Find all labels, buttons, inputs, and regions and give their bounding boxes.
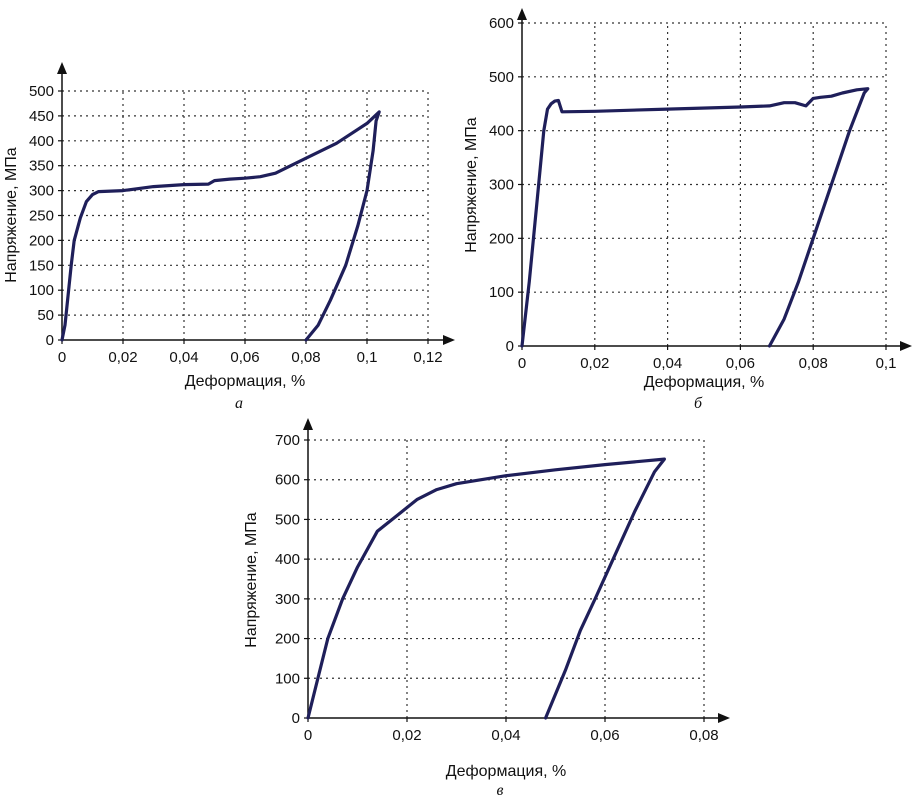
y-tick-label: 100	[29, 282, 54, 299]
y-tick-label: 300	[275, 591, 300, 608]
stress-strain-curve	[60, 110, 381, 342]
y-tick-label: 0	[292, 710, 300, 727]
x-tick-label: 0,1	[876, 355, 897, 372]
y-tick-label: 50	[37, 307, 54, 324]
y-tick-label: 300	[489, 177, 514, 194]
y-tick-label: 100	[489, 284, 514, 301]
x-tick-label: 0,12	[413, 349, 442, 366]
y-tick-label: 500	[489, 69, 514, 86]
y-tick-label: 200	[29, 232, 54, 249]
x-tick-label: 0	[304, 727, 312, 744]
y-tick-label: 0	[506, 338, 514, 355]
y-tick-label: 400	[275, 551, 300, 568]
y-tick-label: 150	[29, 257, 54, 274]
y-tick-label: 300	[29, 183, 54, 200]
x-axis-title: Деформация, %	[185, 373, 305, 390]
x-axis-arrow-icon	[900, 341, 912, 351]
panel-letter: в	[497, 782, 504, 797]
y-tick-label: 500	[275, 511, 300, 528]
panel-letter: а	[235, 395, 243, 412]
y-tick-label: 700	[275, 432, 300, 449]
x-axis-title: Деформация, %	[644, 374, 764, 391]
chart-panel-b: 0 0,02 0,04 0,06 0,08 0,1 0 100 200 300 400 500 600 Д…	[463, 8, 912, 412]
x-tick-label: 0	[58, 349, 66, 366]
x-tick-label: 0,04	[491, 727, 520, 744]
x-tick-label: 0,06	[230, 349, 259, 366]
y-axis-title: Напряжение, МПа	[243, 512, 260, 647]
y-tick-label: 100	[275, 670, 300, 687]
y-tick-label: 600	[489, 15, 514, 32]
stress-strain-curve	[306, 457, 666, 720]
x-tick-label: 0	[518, 355, 526, 372]
x-tick-label: 0,08	[799, 355, 828, 372]
x-tick-label: 0,06	[590, 727, 619, 744]
y-axis-arrow-icon	[517, 8, 527, 20]
chart-panel-c: 0 0,02 0,04 0,06 0,08 0 100 200 300 400 500 600 700 Д…	[243, 418, 730, 797]
x-tick-label: 0,02	[392, 727, 421, 744]
y-axis-arrow-icon	[303, 418, 313, 430]
x-tick-label: 0,08	[291, 349, 320, 366]
x-axis-arrow-icon	[718, 713, 730, 723]
x-tick-label: 0,1	[357, 349, 378, 366]
y-tick-label: 200	[275, 631, 300, 648]
y-tick-label: 200	[489, 230, 514, 247]
x-tick-label: 0,04	[653, 355, 682, 372]
x-tick-label: 0,02	[580, 355, 609, 372]
y-tick-label: 450	[29, 108, 54, 125]
y-tick-label: 600	[275, 472, 300, 489]
x-tick-label: 0,02	[108, 349, 137, 366]
chart-panel-a: 0 0,02 0,04 0,06 0,08 0,1 0,12 0 50 100 150 200 250 3…	[3, 62, 455, 412]
y-tick-label: 250	[29, 208, 54, 225]
stress-strain-curve	[520, 87, 870, 348]
y-axis-title: Напряжение, МПа	[3, 147, 20, 282]
x-axis-arrow-icon	[443, 335, 455, 345]
y-tick-label: 500	[29, 83, 54, 100]
y-tick-label: 0	[46, 332, 54, 349]
y-tick-label: 400	[489, 123, 514, 140]
panel-letter: б	[694, 395, 703, 412]
x-tick-label: 0,08	[689, 727, 718, 744]
x-tick-label: 0,04	[169, 349, 198, 366]
y-tick-label: 350	[29, 158, 54, 175]
x-tick-label: 0,06	[726, 355, 755, 372]
y-tick-label: 400	[29, 133, 54, 150]
x-axis-title: Деформация, %	[446, 763, 566, 780]
y-axis-arrow-icon	[57, 62, 67, 74]
y-axis-title: Напряжение, МПа	[463, 117, 480, 252]
